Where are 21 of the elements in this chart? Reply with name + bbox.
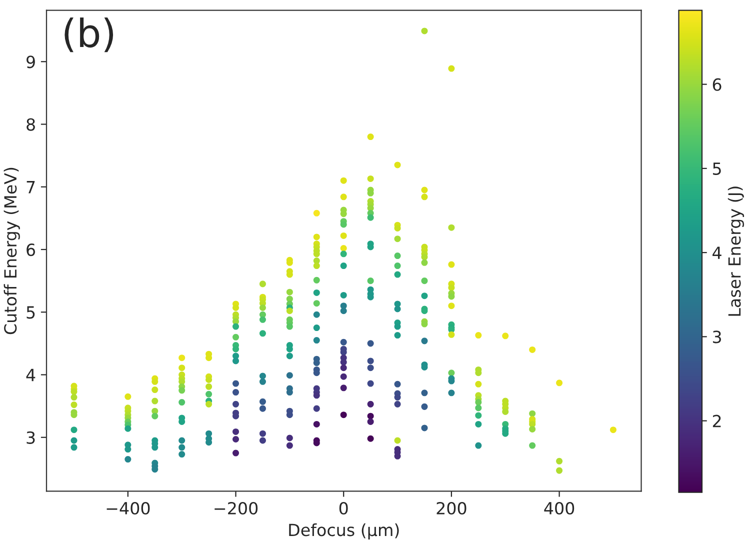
y-axis-title: Cutoff Energy (MeV) — [4, 168, 20, 334]
color-bar-label: 6 — [712, 78, 722, 91]
x-tick-label: 400 — [544, 502, 574, 515]
color-bar-label: 5 — [713, 162, 721, 175]
y-tick-label: 4 — [26, 368, 36, 382]
x-tick-label: −400 — [106, 502, 150, 515]
y-tick-label: 6 — [26, 243, 36, 256]
y-tick-label: 5 — [26, 306, 35, 319]
x-axis-title: Defocus (µm) — [289, 523, 399, 540]
color-bar-label: 2 — [712, 414, 721, 428]
x-tick-label: 0 — [339, 502, 348, 515]
annotation: (b) — [64, 17, 114, 52]
x-tick-label: 200 — [436, 502, 466, 515]
y-tick-label: 7 — [26, 181, 35, 194]
y-tick-label: 3 — [26, 431, 35, 444]
y-tick-label: 9 — [26, 56, 35, 68]
color-bar-label: 3 — [712, 330, 721, 344]
x-tick-label: −200 — [214, 502, 258, 515]
y-tick-label: 8 — [26, 118, 35, 131]
color-bar-title: Laser Energy (J) — [728, 186, 744, 316]
color-bar-label: 4 — [712, 246, 722, 259]
